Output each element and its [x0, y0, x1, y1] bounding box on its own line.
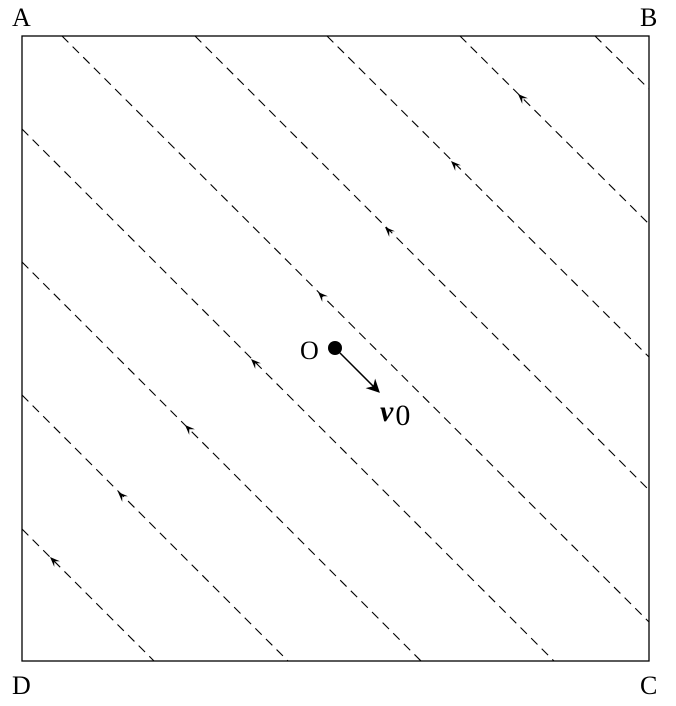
corner-label-a: A — [12, 3, 31, 32]
field-line — [21, 394, 289, 662]
field-line — [194, 35, 650, 491]
velocity-symbol: v — [380, 395, 394, 428]
direction-arrows — [50, 94, 528, 567]
origin-point — [328, 341, 342, 355]
direction-arrowhead — [318, 292, 328, 302]
direction-arrowhead — [385, 227, 395, 237]
direction-arrowhead — [251, 359, 261, 369]
direction-arrowhead — [50, 557, 60, 567]
corner-label-b: B — [640, 3, 657, 32]
field-line — [61, 35, 650, 623]
direction-arrowhead — [451, 161, 461, 171]
field-line — [326, 35, 650, 358]
field-line — [459, 35, 650, 225]
corner-label-d: D — [12, 671, 31, 700]
corner-label-c: C — [640, 671, 657, 700]
field-line — [21, 261, 422, 662]
velocity-label: v0 — [380, 395, 410, 432]
field-line — [21, 128, 555, 662]
direction-arrowhead — [518, 94, 528, 104]
field-line — [21, 528, 155, 662]
field-line — [594, 35, 650, 90]
field-lines — [21, 35, 650, 662]
velocity-arrow — [339, 352, 380, 393]
square-region — [21, 35, 650, 662]
direction-arrowhead — [118, 492, 128, 502]
origin-label: O — [300, 336, 319, 365]
velocity-subscript: 0 — [395, 399, 410, 432]
direction-arrowhead — [185, 425, 195, 435]
